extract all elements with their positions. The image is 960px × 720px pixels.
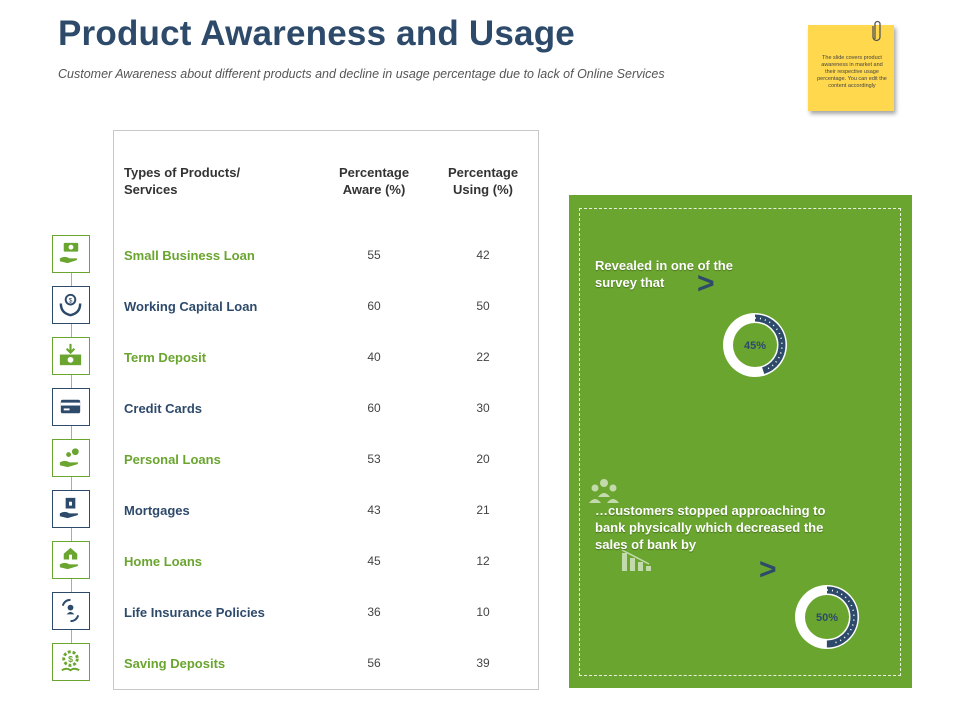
aware-cell: 60	[367, 401, 381, 415]
page-title: Product Awareness and Usage	[58, 14, 575, 53]
row-name: Saving Deposits	[124, 656, 226, 671]
header-product: Types of Products/ Services	[124, 165, 241, 197]
sticky-note: The slide covers product awareness in ma…	[808, 20, 894, 111]
coins-hand-icon	[52, 439, 90, 477]
header-aware: Percentage Aware (%)	[338, 165, 410, 197]
using-cell: 30	[476, 401, 490, 415]
mortgage-icon	[52, 490, 90, 528]
life-insurance-icon	[52, 592, 90, 630]
svg-text:$: $	[69, 298, 73, 305]
row-name: Term Deposit	[124, 350, 207, 365]
row-name: Credit Cards	[124, 401, 203, 416]
using-cell: 50	[476, 299, 490, 313]
donut-label-50: 50%	[816, 612, 838, 624]
page-subtitle: Customer Awareness about different produ…	[58, 67, 665, 81]
products-table: Types of Products/ Services Percentage A…	[113, 130, 539, 690]
customers-group-icon	[589, 479, 619, 503]
aware-cell: 40	[367, 350, 381, 364]
aware-cell: 45	[367, 554, 381, 568]
using-cell: 39	[476, 656, 490, 670]
using-cell: 21	[476, 503, 490, 517]
row-name: Mortgages	[124, 503, 190, 518]
using-cell: 10	[476, 605, 490, 619]
svg-text:$: $	[68, 654, 73, 664]
row-name: Working Capital Loan	[124, 299, 258, 314]
donut-dots-45	[727, 317, 783, 373]
donut-chart-50: 50%	[795, 585, 859, 649]
using-cell: 12	[476, 554, 490, 568]
house-hand-icon	[52, 541, 90, 579]
coin-hand-icon: $	[52, 286, 90, 324]
using-cell: 42	[476, 248, 490, 262]
row-name: Life Insurance Policies	[124, 605, 265, 620]
donut-dots-50	[799, 589, 855, 645]
panel-frame	[579, 208, 901, 676]
donut-label-45: 45%	[744, 340, 766, 352]
paperclip-icon	[872, 20, 881, 42]
aware-cell: 36	[367, 605, 381, 619]
survey-panel: Revealed in one of the survey that > 45%…	[569, 195, 912, 688]
credit-card-icon	[52, 388, 90, 426]
arrow-indicator: >	[759, 553, 777, 586]
using-cell: 20	[476, 452, 490, 466]
sales-decline-icon	[621, 549, 651, 571]
sticky-note-text: The slide covers product awareness in ma…	[817, 55, 887, 89]
customers-text: …customers stopped approaching to bank p…	[595, 503, 826, 552]
aware-cell: 56	[367, 656, 381, 670]
row-name: Personal Loans	[124, 452, 221, 467]
arrow-indicator: >	[697, 267, 715, 300]
row-name: Small Business Loan	[124, 248, 255, 263]
aware-cell: 60	[367, 299, 381, 313]
savings-gear-icon: $	[52, 643, 90, 681]
cash-deposit-icon	[52, 337, 90, 375]
survey-text: Revealed in one of the survey that	[595, 258, 733, 290]
money-hand-icon	[52, 235, 90, 273]
using-cell: 22	[476, 350, 490, 364]
aware-cell: 43	[367, 503, 381, 517]
aware-cell: 53	[367, 452, 381, 466]
aware-cell: 55	[367, 248, 381, 262]
row-name: Home Loans	[124, 554, 203, 569]
donut-chart-45: 45%	[723, 313, 787, 377]
header-using: Percentage Using (%)	[447, 165, 519, 197]
